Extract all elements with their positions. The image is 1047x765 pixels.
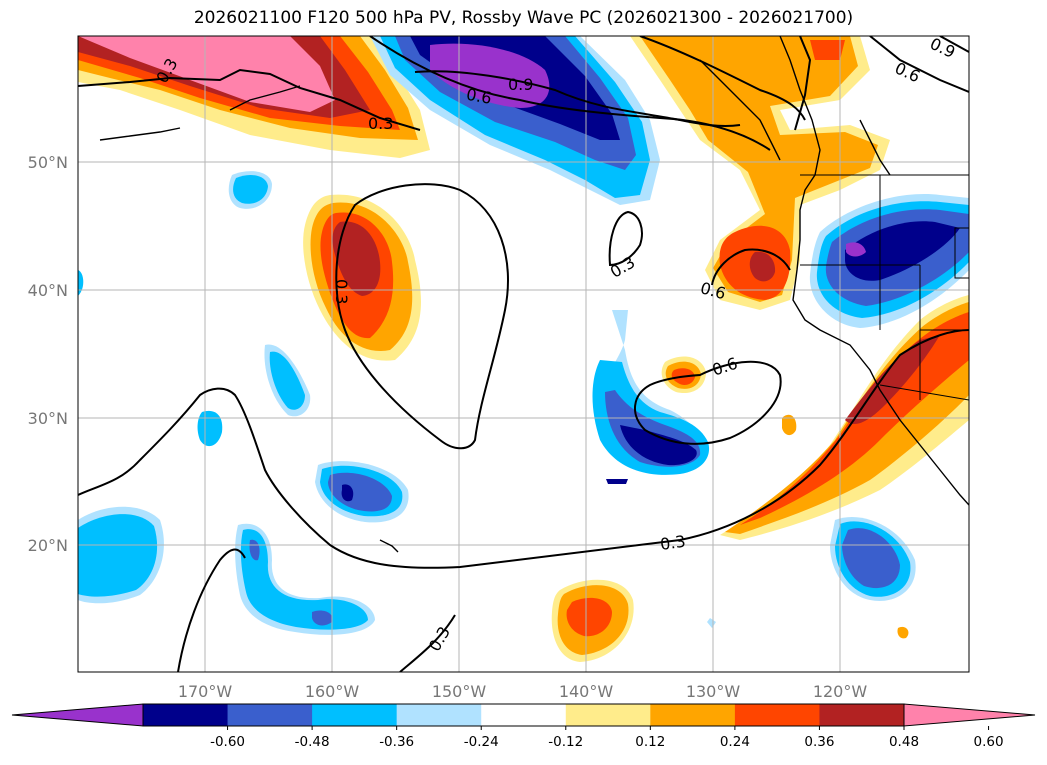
colorbar-tick-label: 0.36 [804, 734, 834, 750]
graticule [78, 36, 969, 672]
lat-labels: 50°N 40°N 30°N 20°N [28, 153, 68, 555]
colorbar-cell [565, 704, 651, 726]
anomaly-positive-coast [630, 36, 890, 310]
lon-label: 130°W [686, 682, 741, 701]
borders [800, 174, 969, 401]
colorbar-extend-low [11, 703, 144, 727]
colorbar-cell [312, 704, 398, 726]
contour-label: 0.3 [659, 532, 687, 554]
lon-label: 120°W [813, 682, 868, 701]
colorbar-cell [650, 704, 736, 726]
contour-label: 0.9 [508, 75, 533, 94]
anomaly-positive-central [303, 194, 421, 361]
colorbar-cell [481, 704, 567, 726]
lon-label: 160°W [305, 682, 360, 701]
colorbar-extend-high [903, 703, 1036, 727]
colorbar-tick-label: -0.60 [210, 734, 245, 750]
lon-labels: 170°W 160°W 150°W 140°W 130°W 120°W [178, 682, 868, 701]
anomaly-negative-gulf [370, 36, 660, 205]
colorbar-tick-label: -0.48 [295, 734, 330, 750]
coastlines [99, 36, 969, 553]
contour-label: 0.3 [332, 279, 351, 304]
colorbar: -0.60 -0.48 -0.36 -0.24 -0.12 0.12 0.24 0.36 0.4… [11, 703, 1036, 750]
map-frame [77, 35, 970, 673]
colorbar-tick-label: 0.24 [720, 734, 750, 750]
colorbar-tick-label: -0.36 [379, 734, 414, 750]
colorbar-frame [142, 703, 905, 727]
contour-label: 0.3 [368, 114, 393, 133]
contour-label: 0.6 [465, 85, 493, 108]
anomaly-negative-small [78, 171, 916, 635]
lat-label: 20°N [28, 536, 68, 555]
anomaly-positive-small [661, 356, 797, 436]
anomaly-positive-south [551, 579, 909, 662]
colorbar-tick-label: 0.12 [635, 734, 665, 750]
colorbar-cell [227, 704, 313, 726]
lon-label: 170°W [178, 682, 233, 701]
lon-label: 140°W [559, 682, 614, 701]
lat-label: 50°N [28, 153, 68, 172]
lat-label: 30°N [28, 409, 68, 428]
map-title: 2026021100 F120 500 hPa PV, Rossby Wave … [193, 8, 854, 28]
anomaly-negative-ne [809, 194, 969, 328]
colorbar-cell [819, 704, 905, 726]
colorbar-tick-label: 0.60 [974, 734, 1004, 750]
anomaly-negative-mid [592, 310, 710, 484]
colorbar-tick-label: -0.24 [464, 734, 499, 750]
lat-label: 40°N [28, 281, 68, 300]
colorbar-tick-label: -0.12 [548, 734, 583, 750]
map-area: 0.3 0.3 0.9 0.6 0.3 0.3 0.6 0.6 0.3 0.3 … [78, 36, 969, 672]
colorbar-cell [143, 704, 229, 726]
colorbar-cell [396, 704, 482, 726]
colorbar-cell [734, 704, 820, 726]
pc-contours [78, 36, 969, 672]
lon-label: 150°W [432, 682, 487, 701]
colorbar-tick-label: 0.48 [889, 734, 919, 750]
contour-labels: 0.3 0.3 0.9 0.6 0.3 0.3 0.6 0.6 0.3 0.3 … [152, 36, 958, 655]
